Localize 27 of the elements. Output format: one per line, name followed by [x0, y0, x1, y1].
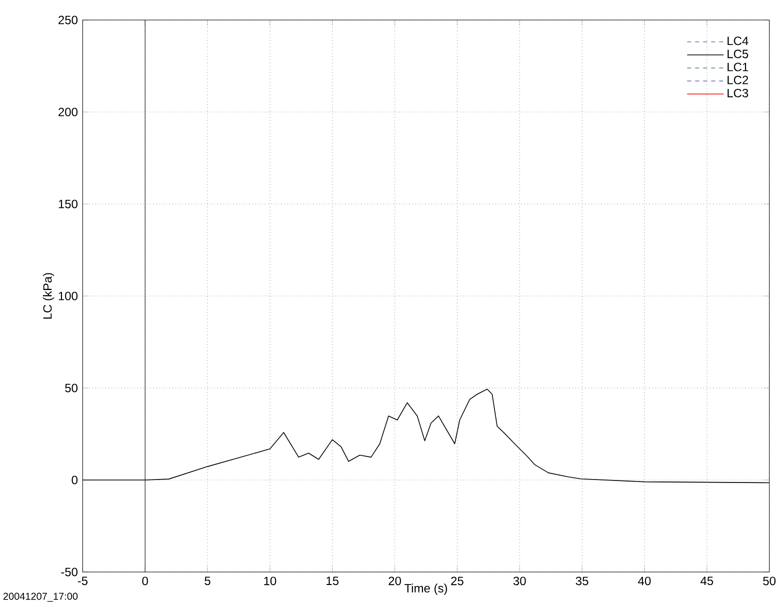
y-tick-label: 250: [58, 16, 78, 24]
x-tick-label: 20: [388, 576, 401, 586]
x-tick-label: 0: [142, 576, 148, 586]
legend-label: LC1: [728, 62, 748, 72]
x-tick-label: 5: [204, 576, 210, 586]
x-tick-label: 30: [513, 576, 526, 586]
legend-label: LC3: [728, 88, 748, 98]
y-tick-label: 200: [58, 108, 78, 116]
text: 20041207_17:00: [3, 592, 78, 602]
x-tick-label: 15: [326, 576, 339, 586]
x-tick-label: 50: [763, 576, 776, 586]
legend-label: LC5: [728, 50, 748, 58]
legend-label: LC4: [728, 36, 748, 46]
y-tick-label: 0: [72, 476, 78, 484]
x-tick-label: 40: [638, 576, 651, 586]
y-axis-title: LC (kPa): [42, 273, 54, 319]
y-tick-label: -50: [61, 568, 78, 576]
x-tick-label: -5: [78, 576, 88, 586]
x-tick-label: 35: [576, 576, 588, 586]
y-tick-label: 50: [65, 384, 78, 392]
x-tick-label: 45: [700, 576, 714, 586]
x-tick-label: 10: [264, 576, 276, 586]
y-tick-label: 150: [58, 200, 78, 208]
legend-label: LC2: [728, 76, 748, 84]
x-axis-title: Time (s): [404, 584, 448, 595]
x-tick-label: 25: [451, 576, 464, 586]
y-tick-label: 100: [58, 292, 78, 300]
